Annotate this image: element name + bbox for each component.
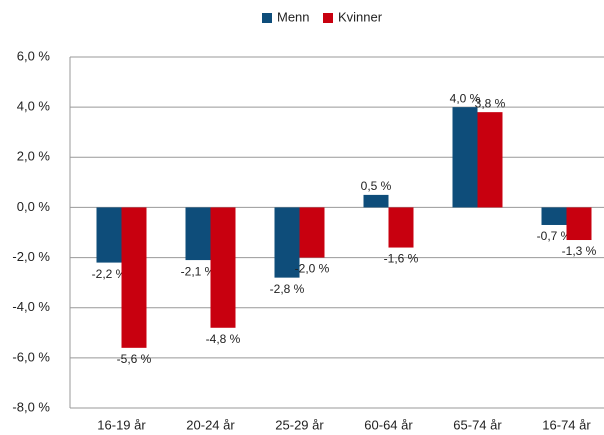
value-label: -0,7 % xyxy=(537,229,572,243)
y-tick-label: 4,0 % xyxy=(17,99,51,114)
value-label: -4,8 % xyxy=(206,332,241,346)
y-tick-label: 6,0 % xyxy=(17,48,51,63)
bar xyxy=(363,194,389,208)
x-tick-label: 16-19 år xyxy=(97,417,146,432)
y-tick-label: -2,0 % xyxy=(12,249,50,264)
bar xyxy=(566,207,592,241)
x-tick-label: 20-24 år xyxy=(186,417,235,432)
legend-swatch xyxy=(323,13,333,23)
legend-swatch xyxy=(262,13,272,23)
bar xyxy=(210,207,236,328)
bar xyxy=(477,112,503,208)
value-label: -2,8 % xyxy=(270,282,305,296)
legend-label: Menn xyxy=(277,9,310,24)
bar xyxy=(452,107,478,208)
bar xyxy=(96,207,122,263)
value-label: -5,6 % xyxy=(117,352,152,366)
x-tick-label: 16-74 år xyxy=(542,417,591,432)
y-tick-label: -6,0 % xyxy=(12,349,50,364)
y-tick-label: 0,0 % xyxy=(17,199,51,214)
y-tick-label: -8,0 % xyxy=(12,399,50,414)
value-label: -2,0 % xyxy=(295,262,330,276)
x-tick-label: 65-74 år xyxy=(453,417,502,432)
value-label: 0,5 % xyxy=(361,179,392,193)
value-label: -1,3 % xyxy=(562,244,597,258)
value-label: 3,8 % xyxy=(475,96,506,110)
value-label: 4,0 % xyxy=(450,91,481,105)
value-label: -2,2 % xyxy=(92,267,127,281)
y-tick-label: -4,0 % xyxy=(12,299,50,314)
bar xyxy=(541,207,567,225)
bar xyxy=(299,207,325,258)
y-tick-label: 2,0 % xyxy=(17,149,51,164)
x-tick-label: 60-64 år xyxy=(364,417,413,432)
value-label: -2,1 % xyxy=(181,264,216,278)
bar xyxy=(121,207,147,348)
x-tick-label: 25-29 år xyxy=(275,417,324,432)
bar xyxy=(388,207,414,248)
bar xyxy=(185,207,211,261)
value-label: -1,6 % xyxy=(384,252,419,266)
bar xyxy=(274,207,300,278)
legend-label: Kvinner xyxy=(338,9,383,24)
